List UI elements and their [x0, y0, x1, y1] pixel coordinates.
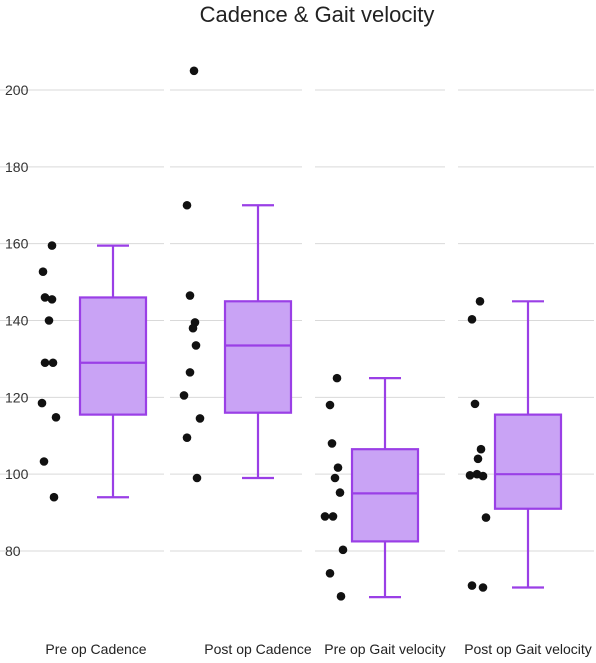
data-point	[195, 414, 205, 423]
box-iqr	[493, 413, 563, 510]
box-iqr	[78, 296, 148, 416]
data-point	[336, 592, 346, 601]
data-point	[191, 341, 201, 350]
data-point	[330, 473, 340, 483]
data-point	[182, 200, 192, 210]
data-point	[476, 444, 486, 454]
data-point	[47, 241, 57, 250]
data-point	[470, 399, 480, 409]
data-point	[51, 413, 61, 422]
data-point	[467, 581, 477, 590]
data-point	[47, 295, 57, 304]
data-point	[188, 323, 198, 333]
points-layer	[37, 66, 491, 601]
data-point	[37, 398, 47, 408]
boxes-layer	[78, 204, 563, 599]
data-point	[328, 512, 338, 521]
category-label: Post op Cadence	[204, 641, 312, 657]
data-point	[327, 439, 337, 448]
box-1	[223, 204, 293, 480]
data-point	[39, 457, 49, 466]
data-point	[335, 488, 345, 497]
data-point	[333, 463, 343, 472]
data-point	[478, 471, 488, 481]
data-point	[473, 454, 483, 464]
data-point	[179, 391, 189, 400]
data-point	[478, 583, 488, 592]
data-point	[332, 373, 342, 383]
data-point	[192, 473, 202, 483]
y-tick-label: 140	[5, 313, 29, 329]
y-tick-label: 80	[5, 543, 21, 559]
category-label: Pre op Cadence	[45, 641, 146, 657]
data-point	[44, 316, 54, 325]
y-tick-label: 180	[5, 159, 29, 175]
y-tick-labels: 80 100 120 140 160 180 200	[5, 82, 29, 559]
data-point	[189, 66, 199, 76]
data-point	[465, 471, 475, 480]
y-tick-label: 120	[5, 389, 29, 405]
box-0	[78, 244, 148, 499]
data-point	[40, 293, 50, 302]
data-point	[185, 291, 195, 300]
data-point	[38, 267, 48, 277]
box-iqr	[350, 448, 420, 543]
data-point	[49, 492, 59, 502]
data-point	[475, 296, 485, 306]
data-point	[467, 315, 477, 324]
data-point	[338, 545, 348, 555]
data-point	[481, 513, 491, 522]
category-label: Pre op Gait velocity	[324, 641, 445, 657]
data-point	[325, 400, 335, 410]
data-point	[325, 568, 335, 578]
y-tick-label: 160	[5, 236, 29, 252]
data-point	[40, 358, 50, 368]
category-labels: Pre op Cadence Post op Cadence Pre op Gait…	[45, 641, 591, 657]
y-tick-label: 200	[5, 82, 29, 98]
box-iqr	[223, 300, 293, 414]
data-point	[185, 368, 195, 377]
category-label: Post op Gait velocity	[464, 641, 592, 657]
data-point	[48, 358, 58, 368]
data-point	[320, 512, 330, 521]
box-3	[493, 300, 563, 589]
box-2	[350, 377, 420, 599]
y-tick-label: 100	[5, 466, 29, 482]
chart-title: Cadence & Gait velocity	[200, 2, 435, 27]
data-point	[182, 433, 192, 442]
